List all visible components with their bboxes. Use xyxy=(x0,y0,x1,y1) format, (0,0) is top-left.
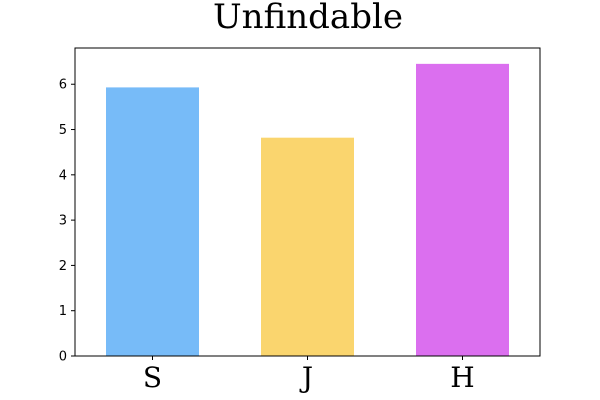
chart-title: Unfindable xyxy=(213,0,403,37)
x-tick-label: J xyxy=(299,361,313,394)
y-tick-label: 3 xyxy=(59,214,67,229)
bar-h xyxy=(416,63,509,357)
y-tick-label: 1 xyxy=(59,304,67,319)
x-tick-label: S xyxy=(143,361,162,394)
y-tick-label: 4 xyxy=(59,168,67,183)
y-tick-label: 2 xyxy=(59,259,67,274)
y-tick-label: 6 xyxy=(59,78,67,93)
plot-area-frame xyxy=(74,47,541,357)
bars-group xyxy=(106,63,509,357)
bar-s xyxy=(106,87,199,356)
bar-j xyxy=(261,137,354,356)
y-tick-label: 0 xyxy=(59,350,67,365)
y-tick-label: 5 xyxy=(59,123,67,138)
x-tick-label: H xyxy=(450,361,474,394)
y-axis: 0 1 2 3 4 5 6 xyxy=(59,78,75,365)
